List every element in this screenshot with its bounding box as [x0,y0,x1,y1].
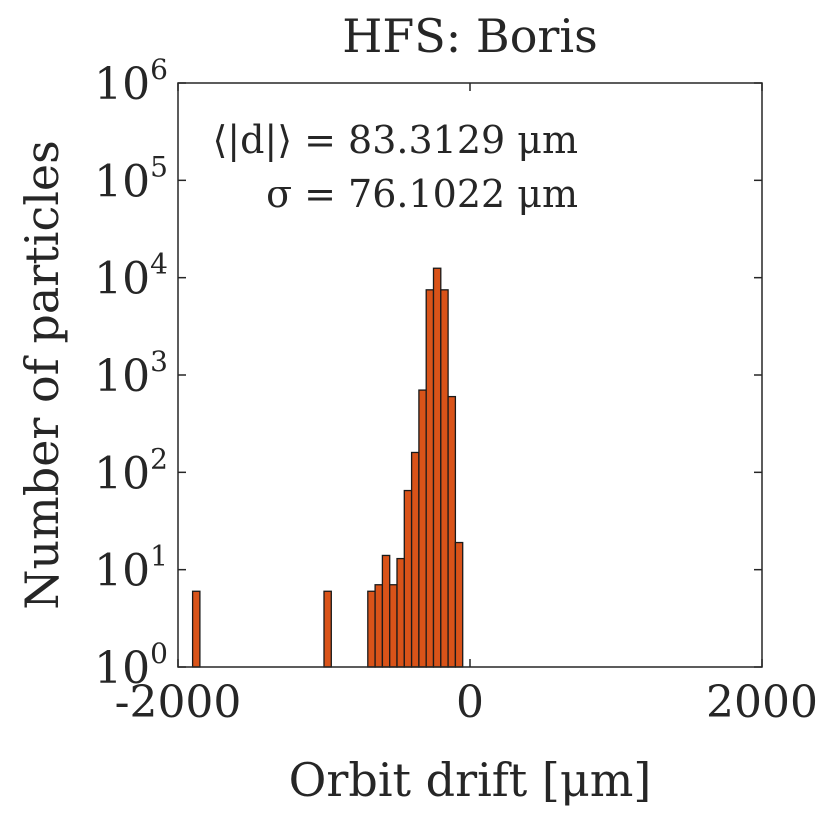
y-tick-label: 100 [94,637,168,694]
histogram-bar [381,554,391,668]
histogram-bar [447,395,457,668]
histogram-bar [454,541,464,668]
y-axis-label: Number of particles [15,140,69,609]
y-tick-label: 102 [94,442,168,499]
mean-annotation: ⟨|d|⟩ = 83.3129 μm [212,118,578,162]
x-tick-label: 0 [456,677,484,728]
x-ticks-group: -2000 0 2000 [115,83,818,728]
y-tick-label: 101 [94,540,168,597]
y-tick-label: 104 [94,248,168,305]
y-ticks-group: 100 101 102 103 104 105 106 [94,53,762,694]
histogram-bar [389,584,398,668]
histogram-bar [425,289,435,668]
x-tick-label: -2000 [115,677,242,728]
plot-frame [177,82,763,668]
histogram-bar [367,590,376,668]
chart-title: HFS: Boris [342,9,597,63]
histogram-bar [440,289,449,668]
histogram-bar [374,584,384,668]
y-tick-label: 103 [94,345,168,402]
histogram-bar [191,590,201,668]
bars-group [191,267,464,668]
histogram-bar [418,389,427,668]
y-tick-label: 105 [94,150,168,207]
histogram-bar [410,451,420,668]
y-tick-label: 106 [94,53,168,110]
histogram-bar [403,489,413,668]
x-tick-label: 2000 [706,677,818,728]
sigma-annotation: σ = 76.1022 μm [266,172,578,216]
histogram-bar [432,267,442,668]
histogram-bar [323,590,332,668]
histogram-bar [396,557,405,668]
x-axis-label: Orbit drift [μm] [289,753,652,807]
